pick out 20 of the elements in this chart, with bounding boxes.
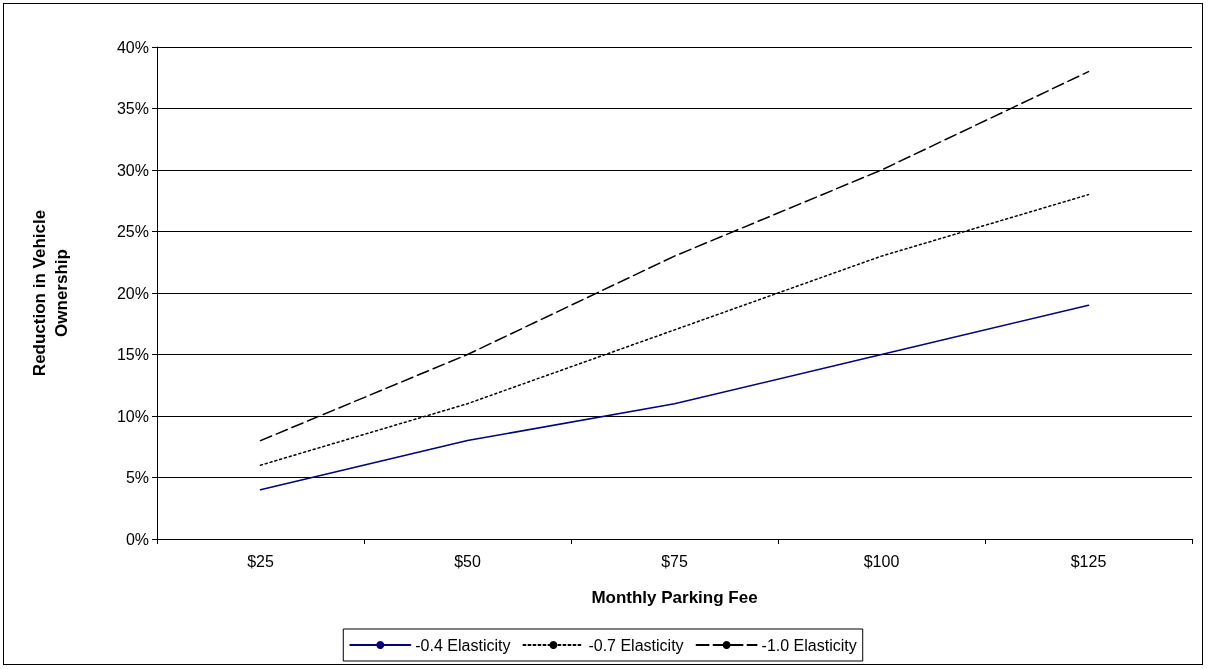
x-tick-label: $125 <box>1070 552 1107 570</box>
legend-label: -0.4 Elasticity <box>415 636 511 654</box>
y-tick-label: 5% <box>125 469 149 486</box>
y-tick-label: 0% <box>125 530 149 548</box>
x-tick-label: $100 <box>863 552 900 570</box>
legend-label: -0.7 Elasticity <box>588 636 684 654</box>
y-tick-label: 35% <box>116 100 149 117</box>
y-tick-label: 25% <box>116 223 149 240</box>
legend-label: -1.0 Elasticity <box>761 636 857 654</box>
y-tick-label: 15% <box>116 346 149 363</box>
line-series <box>259 304 1090 491</box>
y-axis-title: Reduction in Vehicle Ownership <box>29 209 71 377</box>
x-tick-label: $25 <box>247 552 274 570</box>
x-tick-label: $75 <box>661 552 688 570</box>
y-tick-label: 20% <box>116 284 149 302</box>
y-tick-label: 30% <box>116 161 149 179</box>
x-axis-title: Monthly Parking Fee <box>591 588 758 607</box>
x-tick-label: $50 <box>454 552 481 570</box>
y-tick-label: 40% <box>116 38 149 56</box>
y-tick-label: 10% <box>116 407 149 425</box>
